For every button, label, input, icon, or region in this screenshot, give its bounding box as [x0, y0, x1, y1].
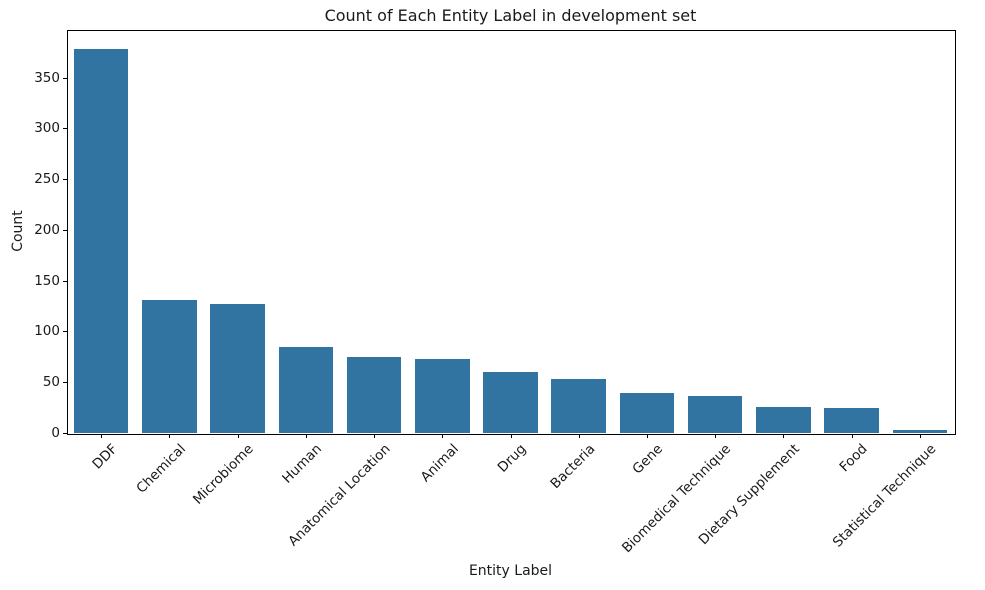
y-tick	[63, 77, 67, 79]
x-tick-label: DDF	[88, 441, 121, 473]
x-tick	[101, 434, 103, 438]
y-tick	[63, 229, 67, 231]
x-tick-label: Drug	[495, 441, 530, 476]
y-tick	[63, 280, 67, 282]
x-tick-label: Food	[836, 441, 871, 476]
bar-drug	[483, 372, 538, 433]
x-tick	[237, 434, 239, 438]
y-tick-label: 350	[34, 69, 60, 86]
x-tick	[169, 434, 171, 438]
x-tick-label: Bacteria	[547, 441, 599, 493]
x-tick	[305, 434, 307, 438]
bar-food	[824, 407, 879, 433]
x-tick-label: Chemical	[133, 441, 189, 497]
x-tick-label: Gene	[629, 441, 667, 478]
x-axis-label: Entity Label	[468, 563, 553, 579]
x-tick	[442, 434, 444, 438]
bar-gene	[619, 393, 675, 433]
chart-title: Count of Each Entity Label in developmen…	[324, 6, 697, 25]
bar-anatomical-location	[346, 356, 402, 433]
x-tick	[851, 434, 853, 438]
x-tick-label: Human	[279, 441, 326, 487]
x-tick	[374, 434, 376, 438]
bar-statistical-technique	[892, 429, 948, 433]
bar-chemical	[142, 299, 197, 433]
y-tick-label: 100	[34, 323, 60, 340]
x-tick-label: Microbiome	[190, 441, 257, 508]
y-tick	[63, 433, 67, 434]
x-tick	[646, 434, 648, 438]
y-tick	[63, 382, 67, 384]
bar-ddf	[73, 49, 129, 433]
x-tick-label: Animal	[417, 441, 462, 486]
y-tick	[63, 179, 67, 181]
bar-animal	[414, 358, 470, 433]
y-tick-label: 150	[34, 272, 60, 289]
y-tick	[63, 331, 67, 333]
y-tick-label: 250	[34, 171, 60, 188]
y-tick	[63, 128, 67, 130]
x-tick	[919, 434, 921, 438]
bar-human	[278, 346, 334, 433]
y-tick-label: 200	[34, 221, 60, 238]
bar-bacteria	[551, 379, 607, 433]
x-tick	[715, 434, 717, 438]
x-tick	[510, 434, 512, 438]
y-tick-label: 0	[51, 425, 60, 441]
y-tick-label: 50	[42, 374, 60, 391]
y-tick-label: 300	[34, 120, 60, 137]
bar-dietary-supplement	[756, 406, 811, 433]
x-tick	[783, 434, 785, 438]
bar-microbiome	[210, 304, 265, 433]
bar-biomedical-technique	[687, 396, 743, 433]
x-tick	[578, 434, 580, 438]
